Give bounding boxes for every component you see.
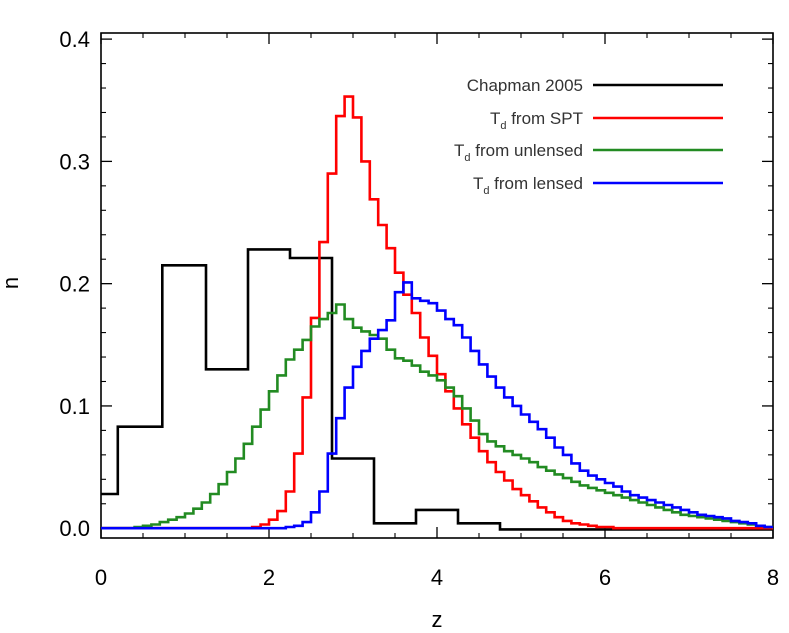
series-layer [101, 95, 773, 531]
legend-label-chapman-2005: Chapman 2005 [467, 76, 583, 95]
legend: Chapman 2005 Td from SPT Td from unlensed T… [454, 76, 723, 197]
legend-label-td-from-spt: Td from SPT [490, 109, 583, 132]
y-tick-label: 0.0 [59, 516, 90, 541]
series-td-from-lensed-step [101, 281, 773, 530]
legend-label-td-from-lensed: Td from lensed [473, 174, 583, 197]
tick-labels: 0 2 4 6 8 0.0 0.1 0.2 0.3 0.4 [59, 27, 779, 590]
y-axis-label: n [0, 277, 23, 289]
x-tick-label: 2 [263, 565, 275, 590]
y-tick-label: 0.3 [59, 149, 90, 174]
y-tick-label: 0.4 [59, 27, 90, 52]
legend-label-td-from-unlensed: Td from unlensed [454, 141, 583, 164]
x-axis-label: z [432, 607, 443, 632]
x-tick-label: 4 [431, 565, 443, 590]
y-tick-label: 0.1 [59, 394, 90, 419]
x-tick-label: 6 [599, 565, 611, 590]
axis-ticks [100, 33, 774, 538]
series-td-from-unlensed-step [101, 303, 773, 530]
plot-frame [100, 32, 774, 539]
y-tick-label: 0.2 [59, 272, 90, 297]
series-chapman-2005-step [101, 248, 773, 531]
series-td-from-spt-step [101, 95, 773, 530]
x-tick-label: 8 [767, 565, 779, 590]
x-tick-label: 0 [95, 565, 107, 590]
